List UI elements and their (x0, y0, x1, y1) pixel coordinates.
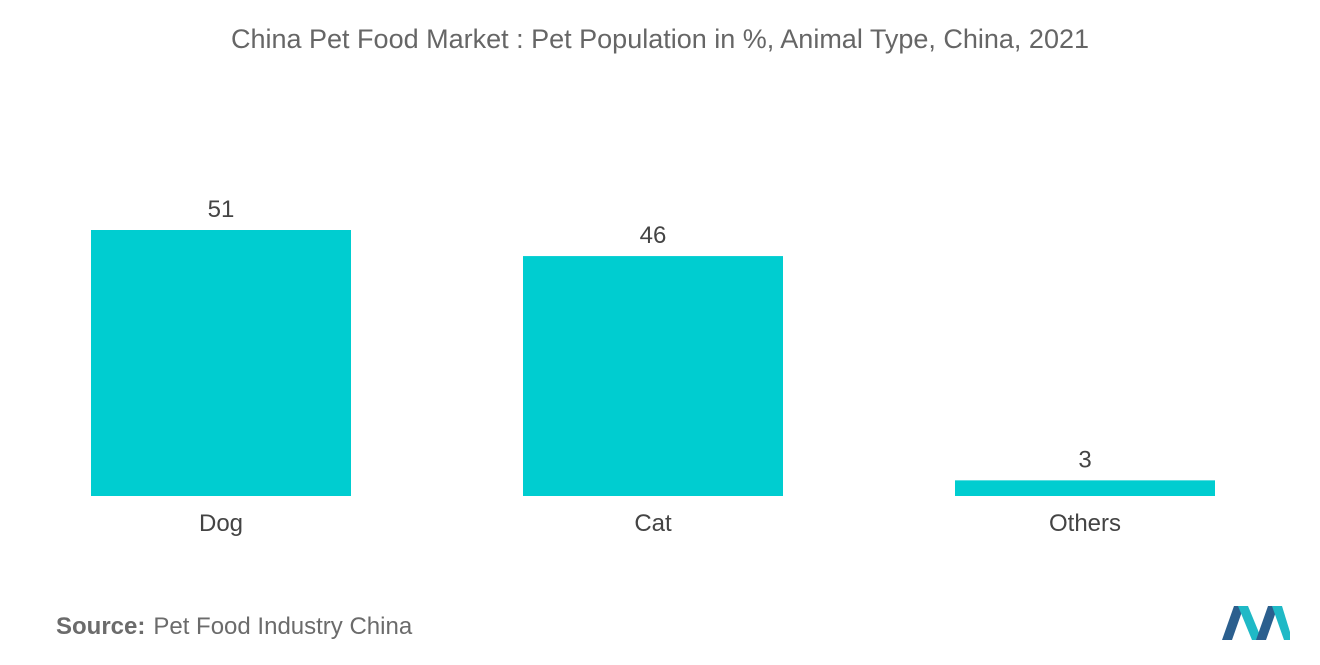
data-label-cat: 46 (640, 222, 667, 249)
mordor-intelligence-logo-icon (1222, 606, 1290, 640)
bar-chart: 51 Dog 46 Cat 3 Others (91, 196, 1215, 537)
logo-middle-stroke (1238, 606, 1262, 640)
category-label-others: Others (1049, 510, 1121, 537)
data-label-others: 3 (1078, 446, 1091, 473)
bar-dog (91, 230, 351, 496)
logo-right-stroke (1256, 606, 1278, 640)
logo-end-stroke (1272, 606, 1290, 640)
source-note: Source: Pet Food Industry China (56, 613, 412, 641)
bar-others (955, 480, 1215, 496)
category-label-cat: Cat (634, 510, 672, 537)
source-label: Source: (56, 613, 146, 640)
logo-left-stroke (1222, 606, 1244, 640)
data-label-dog: 51 (208, 196, 235, 223)
source-text: Pet Food Industry China (153, 613, 413, 640)
chart-title: China Pet Food Market : Pet Population i… (230, 24, 1089, 54)
category-label-dog: Dog (199, 510, 243, 537)
bar-cat (523, 256, 783, 496)
